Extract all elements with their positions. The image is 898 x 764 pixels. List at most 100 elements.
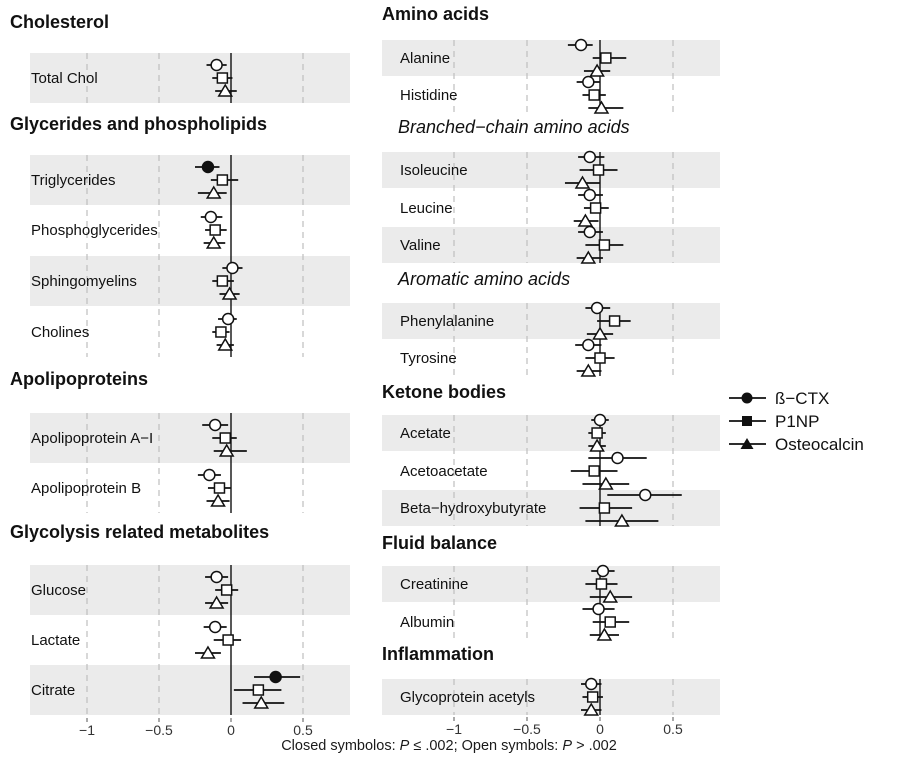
- point-osteocalcin: [218, 443, 235, 457]
- point-ctx: [210, 58, 223, 72]
- group-title-branched-chain-amino-acids: Branched−chain amino acids: [398, 117, 630, 137]
- row-band-citrate: [30, 665, 350, 715]
- point-p1np: [213, 482, 226, 494]
- forest-plot: Cholesterol Glycerides and phospholipids A…: [10, 4, 864, 738]
- panel-1: Cholesterol Glycerides and phospholipids A…: [10, 12, 350, 738]
- row-label-triglycerides: Triglycerides: [31, 172, 115, 189]
- row-band-glucose: [30, 565, 350, 615]
- x-tick-label: −0.5: [145, 722, 173, 738]
- x-tick-label: −1: [79, 722, 95, 738]
- row-label-beta-hydroxybutyrate: Beta−hydroxybutyrate: [400, 500, 546, 517]
- row-band-sphingomyelins: [30, 256, 350, 306]
- point-ctx: [210, 570, 223, 584]
- point-p1np: [215, 326, 227, 338]
- point-p1np: [604, 616, 616, 628]
- row-label-leucine: Leucine: [400, 200, 453, 217]
- point-osteocalcin: [574, 175, 591, 189]
- point-ctx: [582, 75, 595, 89]
- footnote-open-relation: > .002: [572, 738, 617, 754]
- point-osteocalcin: [593, 100, 610, 114]
- group-title-ketone-bodies: Ketone bodies: [382, 382, 506, 402]
- row-label-glucose: Glucose: [31, 582, 86, 599]
- row-label-isoleucine: Isoleucine: [400, 162, 468, 179]
- point-p1np: [608, 315, 621, 327]
- point-osteocalcin: [592, 326, 608, 340]
- point-p1np: [216, 174, 229, 186]
- row-band-valine: [382, 227, 720, 263]
- point-osteocalcin: [217, 337, 234, 351]
- row-label-albumin: Albumin: [400, 614, 454, 631]
- point-ctx: [208, 620, 222, 634]
- row-band-beta-hydroxybutyrate: [382, 490, 720, 526]
- group-title-fluid-balance: Fluid balance: [382, 533, 497, 553]
- row-label-cholines: Cholines: [31, 324, 89, 341]
- row-label-valine: Valine: [400, 237, 441, 254]
- point-ctx: [269, 670, 282, 684]
- panel-2: Amino acids Branched−chain amino acids Aro…: [382, 4, 720, 737]
- point-osteocalcin: [221, 286, 238, 300]
- point-ctx: [590, 301, 604, 315]
- point-osteocalcin: [210, 493, 226, 507]
- point-p1np: [216, 72, 229, 84]
- point-osteocalcin: [614, 513, 630, 527]
- row-band-isoleucine: [382, 152, 720, 188]
- row-band-acetate: [382, 415, 720, 451]
- footnote-closed-prefix: Closed symbolos:: [281, 738, 400, 754]
- point-osteocalcin: [583, 702, 600, 716]
- point-p1np: [598, 502, 611, 514]
- row-band-phenylalanine: [382, 303, 720, 339]
- row-label-phosphoglycerides: Phosphoglycerides: [31, 222, 158, 239]
- point-p1np: [598, 239, 611, 251]
- point-p1np: [252, 684, 265, 696]
- point-p1np: [588, 465, 600, 477]
- x-tick-label: 0: [596, 721, 604, 737]
- row-label-creatinine: Creatinine: [400, 576, 468, 593]
- row-label-acetate: Acetate: [400, 425, 451, 442]
- legend-label-osteocalcin: Osteocalcin: [775, 435, 864, 454]
- row-label-apolipoprotein-a-i: Apolipoprotein A−I: [31, 430, 153, 447]
- row-band-glycoprotein-acetyls: [382, 679, 720, 715]
- footnote: Closed symbolos: P ≤ .002; Open symbols:…: [0, 738, 898, 754]
- point-ctx: [208, 418, 222, 432]
- row-band-triglycerides: [30, 155, 350, 205]
- point-osteocalcin: [598, 476, 614, 490]
- footnote-closed-relation: ≤ .002;: [409, 738, 462, 754]
- point-osteocalcin: [205, 185, 222, 199]
- point-p1np: [591, 427, 603, 439]
- point-osteocalcin: [589, 438, 605, 452]
- row-label-histidine: Histidine: [400, 87, 458, 104]
- group-title-apolipoproteins: Apolipoproteins: [10, 369, 148, 389]
- row-label-apolipoprotein-b: Apolipoprotein B: [31, 480, 141, 497]
- point-ctx: [583, 188, 597, 202]
- group-title-inflammation: Inflammation: [382, 644, 494, 664]
- footnote-p-closed: P: [399, 738, 410, 754]
- point-ctx: [611, 451, 624, 465]
- row-label-phenylalanine: Phenylalanine: [400, 313, 494, 330]
- point-p1np: [219, 432, 231, 444]
- row-label-total-chol: Total Chol: [31, 70, 98, 87]
- point-ctx: [592, 602, 605, 616]
- point-p1np: [594, 352, 606, 364]
- point-ctx: [583, 225, 597, 239]
- point-osteocalcin: [577, 213, 594, 227]
- row-label-citrate: Citrate: [31, 682, 75, 699]
- legend: ß−CTX P1NP Osteocalcin: [729, 389, 864, 454]
- group-title-aromatic-amino-acids: Aromatic amino acids: [397, 269, 570, 289]
- point-p1np: [586, 691, 599, 703]
- point-p1np: [209, 224, 221, 236]
- row-band-creatinine: [382, 566, 720, 602]
- point-ctx: [584, 677, 598, 691]
- point-osteocalcin: [589, 63, 605, 77]
- point-osteocalcin: [205, 235, 222, 249]
- row-label-glycoprotein-acetyls: Glycoprotein acetyls: [400, 689, 535, 706]
- x-tick-label: 0: [227, 722, 235, 738]
- row-label-alanine: Alanine: [400, 50, 450, 67]
- point-osteocalcin: [602, 589, 619, 603]
- x-tick-label: −1: [446, 721, 462, 737]
- group-title-glycolysis-related-metabolites: Glycolysis related metabolites: [10, 522, 269, 542]
- row-label-acetoacetate: Acetoacetate: [400, 463, 488, 480]
- x-tick-label: −0.5: [513, 721, 541, 737]
- point-p1np: [220, 584, 233, 596]
- point-p1np: [588, 89, 600, 101]
- point-osteocalcin: [580, 250, 597, 264]
